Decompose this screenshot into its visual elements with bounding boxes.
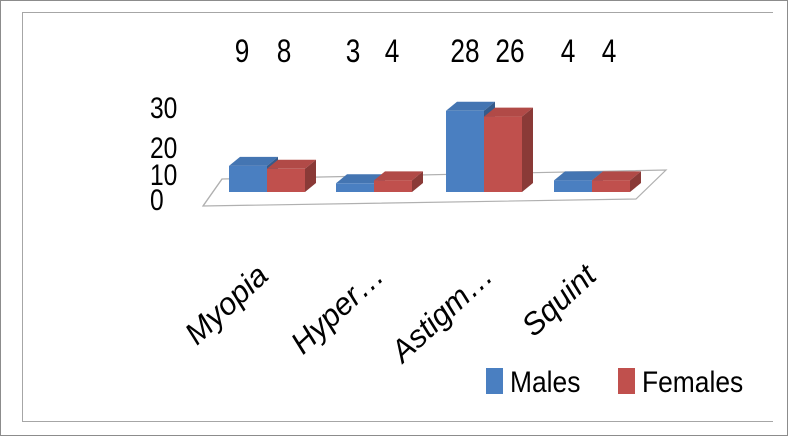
data-label: 28	[450, 35, 479, 70]
bar-front-face	[554, 180, 592, 192]
legend: Males Females	[486, 364, 743, 398]
bar-top-face	[592, 171, 641, 181]
legend-label: Females	[642, 364, 743, 398]
data-label: 4	[385, 35, 400, 70]
data-label: 8	[277, 35, 292, 70]
chart-floor	[201, 169, 668, 207]
bar-top-face	[484, 107, 533, 117]
data-label: 9	[235, 35, 250, 70]
bars	[229, 101, 641, 192]
legend-swatch	[618, 368, 635, 394]
legend-swatch	[486, 368, 503, 394]
y-tick-label: 0	[150, 183, 164, 217]
bar	[592, 171, 641, 192]
y-tick-label: 20	[150, 131, 177, 165]
data-labels: 9 8 3 4 28 26 4 4	[235, 35, 617, 70]
bar-side-face	[630, 171, 641, 192]
data-label: 26	[495, 35, 524, 70]
bar-top-face	[336, 174, 385, 184]
category-label: Astigm…	[382, 258, 499, 371]
bar-top-face	[267, 159, 316, 169]
bar-side-face	[522, 107, 533, 192]
bar-front-face	[267, 168, 305, 192]
bar-side-face	[412, 171, 423, 192]
category-labels: Myopia Hyper…Astigm… Squint	[178, 257, 604, 371]
legend-item: Females	[618, 364, 743, 398]
bar-front-face	[484, 116, 522, 192]
bar-top-face	[446, 101, 495, 111]
bar-side-face	[305, 159, 316, 192]
category-label: Myopia	[178, 258, 275, 352]
data-label: 4	[602, 35, 617, 70]
category-label: Hyper…	[284, 258, 391, 361]
legend-item: Males	[486, 364, 580, 398]
bar-front-face	[592, 180, 630, 192]
y-tick-label: 30	[150, 91, 177, 125]
bar-top-face	[374, 171, 423, 181]
bar	[484, 107, 533, 192]
bar-front-face	[336, 183, 374, 192]
bar-front-face	[229, 165, 267, 192]
bar-front-face	[374, 180, 412, 192]
chart-inner-frame	[22, 12, 773, 422]
bar-top-face	[554, 171, 603, 181]
data-label: 4	[561, 35, 576, 70]
chart-left-wall-edge	[202, 178, 223, 207]
y-tick-label: 10	[150, 158, 177, 192]
bar	[374, 171, 423, 192]
bar-front-face	[446, 110, 484, 192]
data-label: 3	[346, 35, 361, 70]
category-label: Squint	[515, 257, 604, 343]
bar	[267, 159, 316, 192]
legend-label: Males	[510, 364, 580, 398]
bar-top-face	[229, 156, 278, 166]
